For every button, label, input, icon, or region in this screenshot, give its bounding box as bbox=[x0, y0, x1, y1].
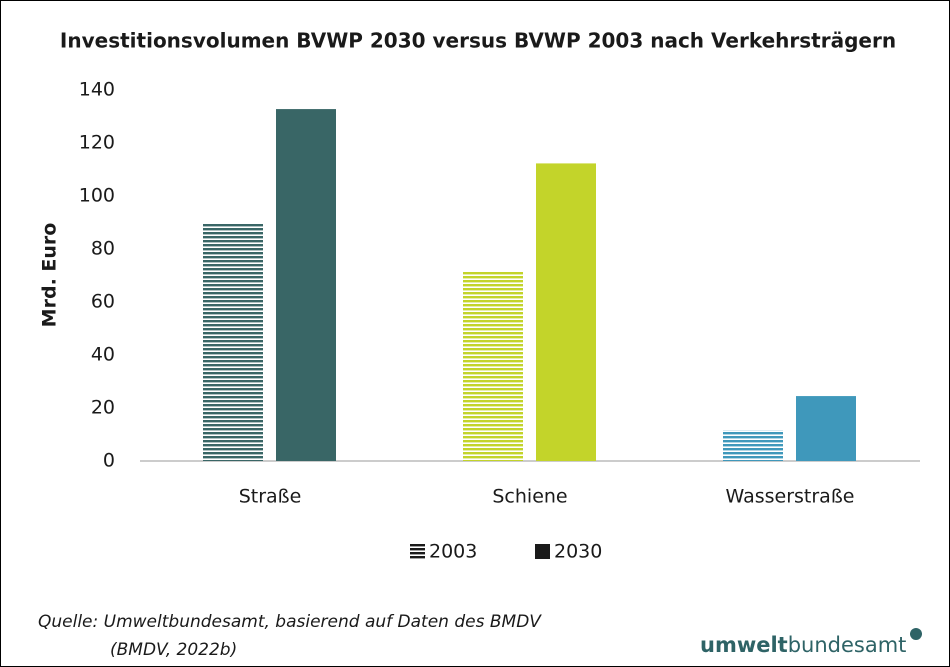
source: Quelle: Umweltbundesamt, basierend auf D… bbox=[38, 612, 542, 632]
legend-swatch bbox=[410, 544, 425, 559]
y-tick-label: 100 bbox=[79, 185, 115, 207]
x-tick-label: Wasserstraße bbox=[726, 486, 855, 508]
y-tick-label: 20 bbox=[91, 397, 115, 419]
logo-part: bundesamt bbox=[788, 633, 907, 657]
source: (BMDV, 2022b) bbox=[110, 640, 237, 660]
y-tick-label: 140 bbox=[79, 79, 115, 101]
bar bbox=[463, 270, 523, 461]
bar bbox=[203, 223, 263, 461]
x-tick-label: Straße bbox=[239, 486, 302, 508]
legend-label: 2003 bbox=[429, 541, 477, 563]
y-tick-label: 120 bbox=[79, 132, 115, 154]
y-tick-label: 40 bbox=[91, 344, 115, 366]
y-tick-label: 60 bbox=[91, 291, 115, 313]
bar bbox=[536, 163, 596, 461]
bar bbox=[276, 109, 336, 461]
logo-part: umwelt bbox=[700, 633, 788, 657]
logo: umweltbundesamt bbox=[700, 633, 906, 657]
legend-swatch bbox=[535, 544, 550, 559]
logo-dot bbox=[910, 628, 922, 640]
bar bbox=[723, 430, 783, 461]
bar bbox=[796, 396, 856, 461]
x-tick-label: Schiene bbox=[492, 486, 567, 508]
y-tick-label: 0 bbox=[103, 450, 115, 472]
chart-title: Investitionsvolumen BVWP 2030 versus BVW… bbox=[60, 29, 896, 53]
y-tick-label: 80 bbox=[91, 238, 115, 260]
legend-label: 2030 bbox=[554, 541, 602, 563]
y-axis-label: Mrd. Euro bbox=[39, 223, 61, 328]
